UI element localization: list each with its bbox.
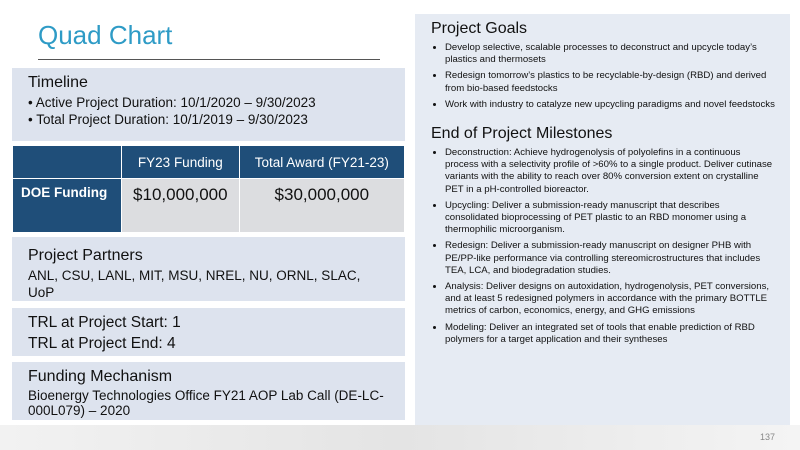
corner-cell [12, 145, 122, 179]
goals-list: Develop selective, scalable processes to… [431, 42, 776, 111]
timeline-box: Timeline • Active Project Duration: 10/1… [12, 68, 405, 141]
header-cell: Total Award (FY21-23) [238, 145, 406, 179]
heading: End of Project Milestones [431, 125, 613, 143]
cell: $30,000,000 [238, 178, 406, 233]
item: • Total Project Duration: 10/1/2019 – 9/… [28, 112, 308, 127]
footer-band [0, 425, 800, 450]
item: • Active Project Duration: 10/1/2020 – 9… [28, 95, 316, 110]
text: ANL, CSU, LANL, MIT, MSU, NREL, NU, ORNL… [28, 268, 361, 300]
table: FY23 Funding Total Award (FY21-23) DOE F… [12, 145, 406, 233]
page-number: 137 [760, 432, 776, 442]
funding-table: FY23 Funding Total Award (FY21-23) DOE F… [12, 145, 406, 233]
partners-box: Project Partners ANL, CSU, LANL, MIT, MS… [12, 237, 405, 301]
header-cell: FY23 Funding [121, 145, 240, 179]
text: Bioenergy Technologies Office FY21 AOP L… [28, 388, 384, 418]
trl-box: TRL at Project Start: 1 TRL at Project E… [12, 308, 405, 356]
list-item: Work with industry to catalyze new upcyc… [445, 99, 776, 111]
heading: Project Partners [28, 247, 143, 264]
list-item: Upcycling: Deliver a submission-ready ma… [445, 200, 776, 237]
list-item: Redesign: Deliver a submission-ready man… [445, 240, 776, 277]
list-item: Modeling: Deliver an integrated set of t… [445, 322, 776, 346]
right-panel: Project Goals Develop selective, scalabl… [415, 14, 790, 425]
list-item: Deconstruction: Achieve hydrogenolysis o… [445, 147, 776, 196]
heading: Timeline [28, 74, 88, 91]
list-item: Develop selective, scalable processes to… [445, 42, 776, 66]
milestones-list: Deconstruction: Achieve hydrogenolysis o… [431, 147, 776, 346]
list-item: Redesign tomorrow’s plastics to be recyc… [445, 70, 776, 94]
heading: Project Goals [431, 20, 528, 37]
trl-end: TRL at Project End: 4 [28, 335, 176, 352]
title: Quad Chart [38, 20, 173, 50]
row-header: DOE Funding [12, 178, 122, 233]
title-rule [38, 59, 380, 60]
heading: Funding Mechanism [28, 368, 173, 385]
trl-start: TRL at Project Start: 1 [28, 314, 181, 331]
list-item: Analysis: Deliver designs on autoxidatio… [445, 281, 776, 318]
funding-box: Funding Mechanism Bioenergy Technologies… [12, 362, 405, 420]
cell: $10,000,000 [121, 178, 240, 233]
